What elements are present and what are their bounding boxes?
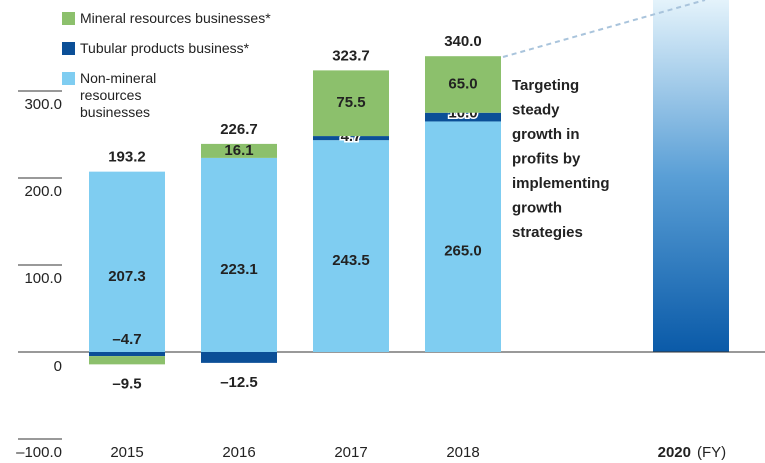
annotation: Targeting: [512, 77, 579, 94]
y-tick-label: 200.0: [24, 183, 62, 200]
bar-segment: [201, 143, 277, 158]
value-label: 75.5: [336, 94, 365, 111]
value-label: –12.5: [220, 374, 258, 391]
annotation: steady: [512, 101, 560, 118]
bar-segment: [313, 140, 389, 352]
total-label: 323.7: [332, 47, 370, 64]
value-label: 65.0: [448, 75, 477, 92]
value-label: 16.1: [224, 142, 253, 159]
bar-segment: [89, 356, 165, 365]
y-tick-label: –100.0: [16, 444, 62, 461]
bar-segment: [89, 171, 165, 352]
x-unit: (FY): [697, 444, 726, 461]
bar-segment: [313, 70, 389, 137]
bar-segment: [425, 56, 501, 113]
value-label: 265.0: [444, 243, 482, 260]
x-tick-label: 2015: [110, 444, 143, 461]
bar-segment: [425, 121, 501, 352]
total-label: 226.7: [220, 121, 258, 138]
value-label: 207.3: [108, 268, 146, 285]
value-label: –9.5: [112, 375, 141, 392]
annotation: growth: [512, 199, 562, 216]
bar-segment: [89, 352, 165, 357]
x-tick-label: 2016: [222, 444, 255, 461]
x-tick-label: 2020: [658, 444, 691, 461]
legend-label: Mineral resources businesses*: [80, 10, 271, 26]
annotation: profits by: [512, 150, 581, 167]
value-label: 223.1: [220, 261, 258, 278]
y-tick-label: 100.0: [24, 270, 62, 287]
legend-swatch: [62, 12, 75, 25]
total-label: 340.0: [444, 33, 482, 50]
annotation: implementing: [512, 175, 610, 192]
legend-label: Tubular products business*: [80, 40, 250, 56]
bar-segment: [313, 136, 389, 141]
annotation: growth in: [512, 126, 580, 143]
x-tick-label: 2018: [446, 444, 479, 461]
legend-swatch: [62, 72, 75, 85]
y-tick-label: 0: [54, 358, 62, 375]
bar-segment: [201, 352, 277, 363]
trend-arrow: [502, 0, 706, 58]
value-label: 243.5: [332, 252, 370, 269]
target-bar: [653, 0, 729, 352]
legend-label: Non-mineral resources businesses: [80, 70, 157, 120]
x-tick-label: 2017: [334, 444, 367, 461]
value-label: –4.7: [112, 331, 141, 348]
y-tick-label: 300.0: [24, 96, 62, 113]
bar-segment: [425, 112, 501, 122]
total-label: 193.2: [108, 149, 146, 166]
legend-swatch: [62, 42, 75, 55]
annotation: strategies: [512, 224, 583, 241]
bar-segment: [201, 157, 277, 352]
